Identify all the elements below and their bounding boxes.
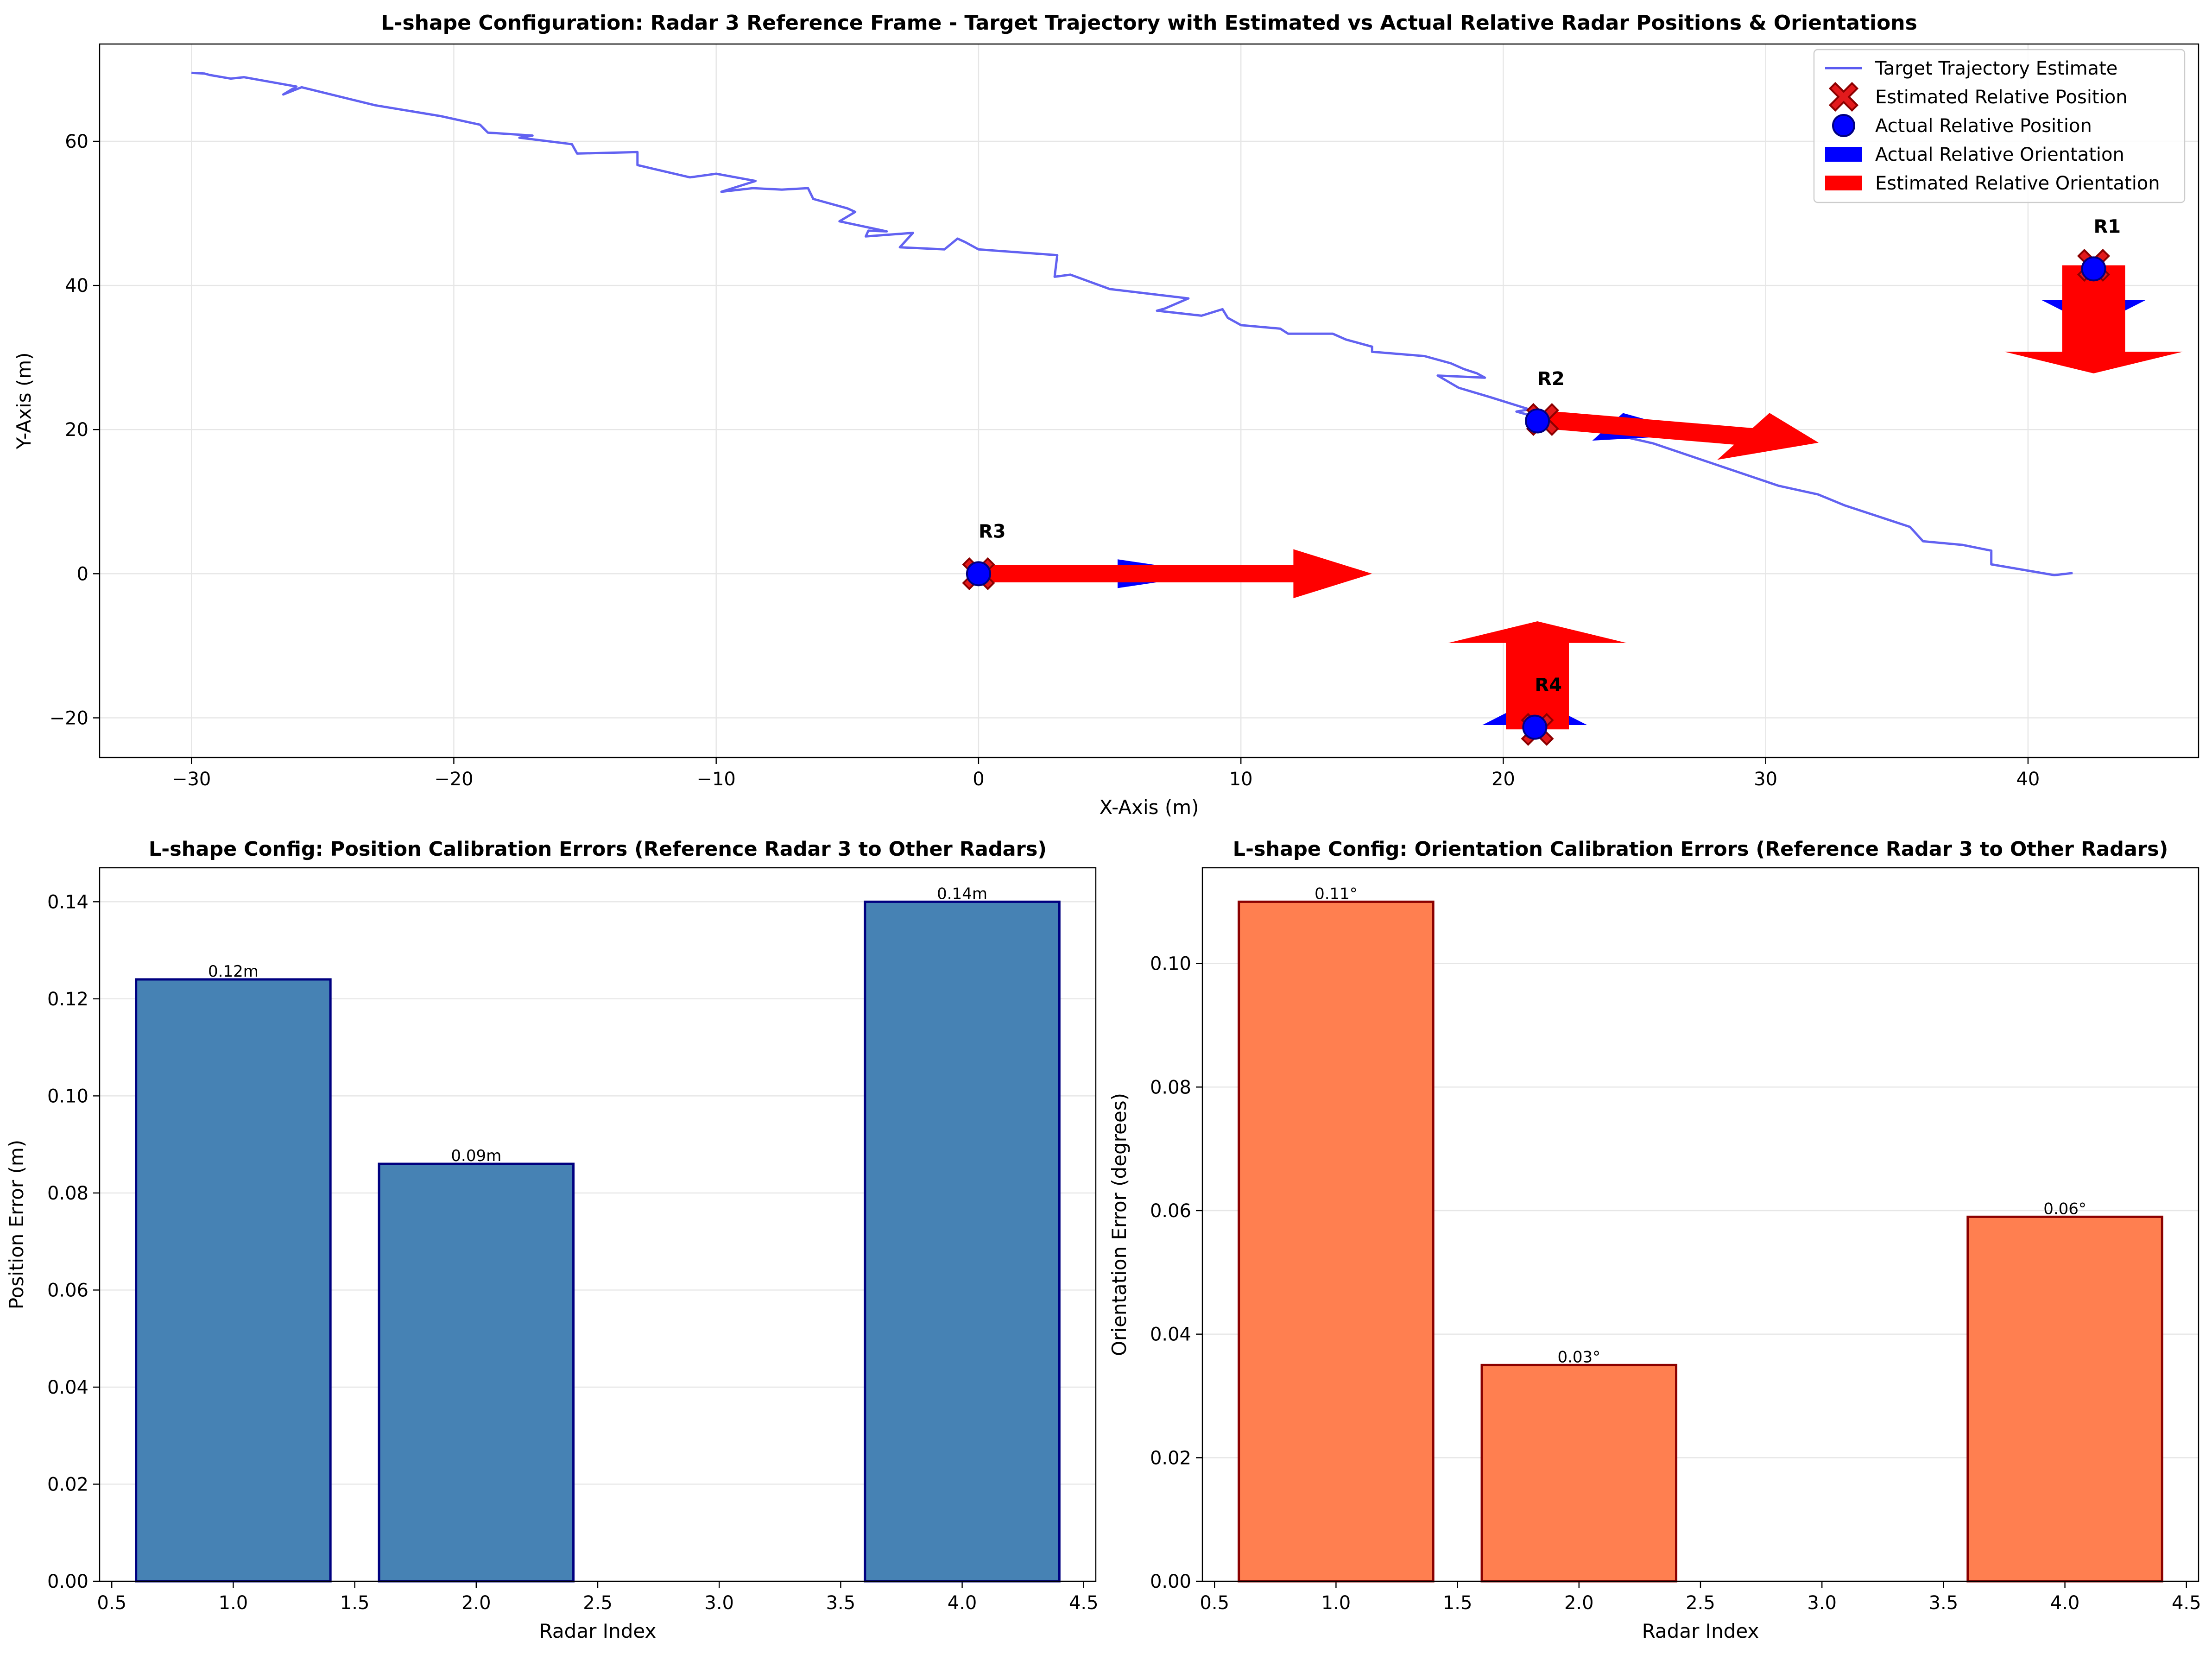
estimated-orientation-arrow [2004, 265, 2183, 373]
x-tick-label: −30 [172, 769, 211, 790]
x-tick-label: 1.5 [1443, 1592, 1473, 1614]
bar [864, 900, 1061, 1583]
y-tick-label: 0.04 [47, 1377, 88, 1398]
actual-position-marker [2081, 256, 2106, 282]
x-tick-label: 3.0 [1807, 1592, 1837, 1614]
legend-entry-label: Actual Relative Orientation [1875, 144, 2124, 165]
x-tick-label: 0.5 [1200, 1592, 1229, 1614]
bar [1238, 900, 1435, 1583]
actual-position-marker [966, 561, 991, 587]
estimated-orientation-arrow [1533, 411, 1819, 460]
legend-entry-label: Estimated Relative Orientation [1875, 173, 2160, 194]
x-tick-label: 3.5 [1929, 1592, 1959, 1614]
bar [135, 978, 332, 1583]
y-tick-label: 0.06 [1150, 1200, 1191, 1222]
trajectory-y-axis-label: Y-Axis (m) [13, 352, 35, 449]
bar-value-label: 0.09m [451, 1147, 501, 1165]
x-tick-label: 1.0 [1321, 1592, 1351, 1614]
trajectory-axes-frame [99, 43, 2199, 758]
x-tick-label: 10 [1229, 769, 1253, 790]
y-tick-label: 0.04 [1150, 1324, 1191, 1345]
legend-circle-marker [1832, 114, 1855, 137]
bar-axes-frame [1201, 867, 2199, 1582]
x-tick-label: 2.5 [583, 1592, 613, 1614]
bar [1480, 1364, 1678, 1583]
x-tick-label: 2.0 [1564, 1592, 1594, 1614]
x-tick-label: 0 [973, 769, 984, 790]
y-tick-label: 0.10 [1150, 953, 1191, 975]
y-tick-label: 0.06 [47, 1280, 88, 1301]
x-tick-label: 30 [1754, 769, 1777, 790]
bar-axes-frame [99, 867, 1097, 1582]
bar-y-axis-label: Orientation Error (degrees) [1108, 1093, 1131, 1356]
y-tick-label: 0.14 [47, 891, 88, 913]
x-tick-label: 2.5 [1686, 1592, 1715, 1614]
trajectory-panel: −30 −20 −10 0 10 20 30 40 −20 0 20 40 60 R1 R2 R3 R4 L-sh… [13, 11, 2199, 819]
trajectory-x-axis-label: X-Axis (m) [1099, 796, 1199, 819]
radar-label: R1 [2094, 216, 2121, 238]
bar-chart-title: L-shape Config: Orientation Calibration … [1233, 838, 2168, 861]
bar-value-label: 0.11° [1315, 884, 1358, 903]
x-tick-label: 4.0 [2050, 1592, 2080, 1614]
x-tick-label: 40 [2016, 769, 2040, 790]
bar [378, 1162, 575, 1583]
x-tick-label: 3.0 [704, 1592, 734, 1614]
bar-value-label: 0.14m [937, 884, 987, 903]
bar-x-axis-label: Radar Index [539, 1620, 657, 1642]
y-tick-label: 0.00 [1150, 1571, 1191, 1592]
x-tick-label: 20 [1492, 769, 1515, 790]
legend-x-marker [1831, 84, 1856, 109]
legend-entry-label: Estimated Relative Position [1875, 87, 2128, 108]
bar-y-axis-label: Position Error (m) [5, 1140, 28, 1309]
bar-value-label: 0.12m [208, 962, 259, 981]
radar-label: R3 [979, 521, 1006, 543]
y-tick-label: 20 [65, 419, 88, 441]
x-tick-label: −10 [696, 769, 735, 790]
y-tick-label: 0.12 [47, 989, 88, 1010]
actual-position-marker [1525, 408, 1550, 434]
actual-position-marker [1522, 714, 1548, 740]
bar-value-label: 0.03° [1557, 1348, 1600, 1366]
y-tick-label: 0.00 [47, 1571, 88, 1592]
position-error-panel: 0.00 0.02 0.04 0.06 0.08 0.10 0.12 0.14 0.5 1.0 1.… [5, 838, 1099, 1642]
legend-box [1813, 49, 2186, 203]
x-tick-label: 4.5 [2172, 1592, 2201, 1614]
y-tick-label: 0 [77, 563, 88, 585]
y-tick-label: 0.08 [47, 1183, 88, 1204]
orientation-arrows [978, 265, 2183, 730]
x-tick-label: 4.0 [948, 1592, 977, 1614]
estimated-orientation-arrow [1448, 621, 1627, 730]
radar-label: R4 [1535, 675, 1562, 696]
x-tick-label: 1.5 [340, 1592, 370, 1614]
legend-entry-label: Actual Relative Position [1875, 115, 2092, 137]
x-tick-label: −20 [434, 769, 473, 790]
bar [1966, 1215, 2163, 1583]
x-tick-label: 2.0 [461, 1592, 491, 1614]
y-tick-label: 0.02 [1150, 1447, 1191, 1469]
legend-entry-label: Target Trajectory Estimate [1875, 58, 2117, 79]
x-tick-label: 1.0 [219, 1592, 248, 1614]
bar-x-axis-label: Radar Index [1642, 1620, 1759, 1642]
radar-label: R2 [1537, 368, 1565, 390]
trajectory-title: L-shape Configuration: Radar 3 Reference… [381, 11, 1917, 35]
legend-patch-swatch [1825, 176, 1862, 190]
estimated-orientation-arrow [978, 549, 1372, 599]
y-tick-label: 40 [65, 275, 88, 297]
x-tick-label: 0.5 [97, 1592, 126, 1614]
x-tick-label: 4.5 [1069, 1592, 1099, 1614]
legend: Target Trajectory Estimate Estimated Rela… [1813, 49, 2186, 203]
y-tick-label: 0.02 [47, 1474, 88, 1495]
bar-chart-title: L-shape Config: Position Calibration Err… [149, 838, 1047, 861]
orientation-error-panel: 0.00 0.02 0.04 0.06 0.08 0.10 0.5 1.0 1.5 2.0 2.5 3… [1108, 838, 2201, 1642]
bar-value-label: 0.06° [2043, 1199, 2086, 1218]
legend-patch-swatch [1825, 147, 1862, 162]
y-tick-label: −20 [50, 707, 88, 729]
y-tick-label: 0.10 [47, 1086, 88, 1107]
y-tick-label: 0.08 [1150, 1077, 1191, 1098]
x-tick-label: 3.5 [826, 1592, 856, 1614]
y-tick-label: 60 [65, 131, 88, 152]
